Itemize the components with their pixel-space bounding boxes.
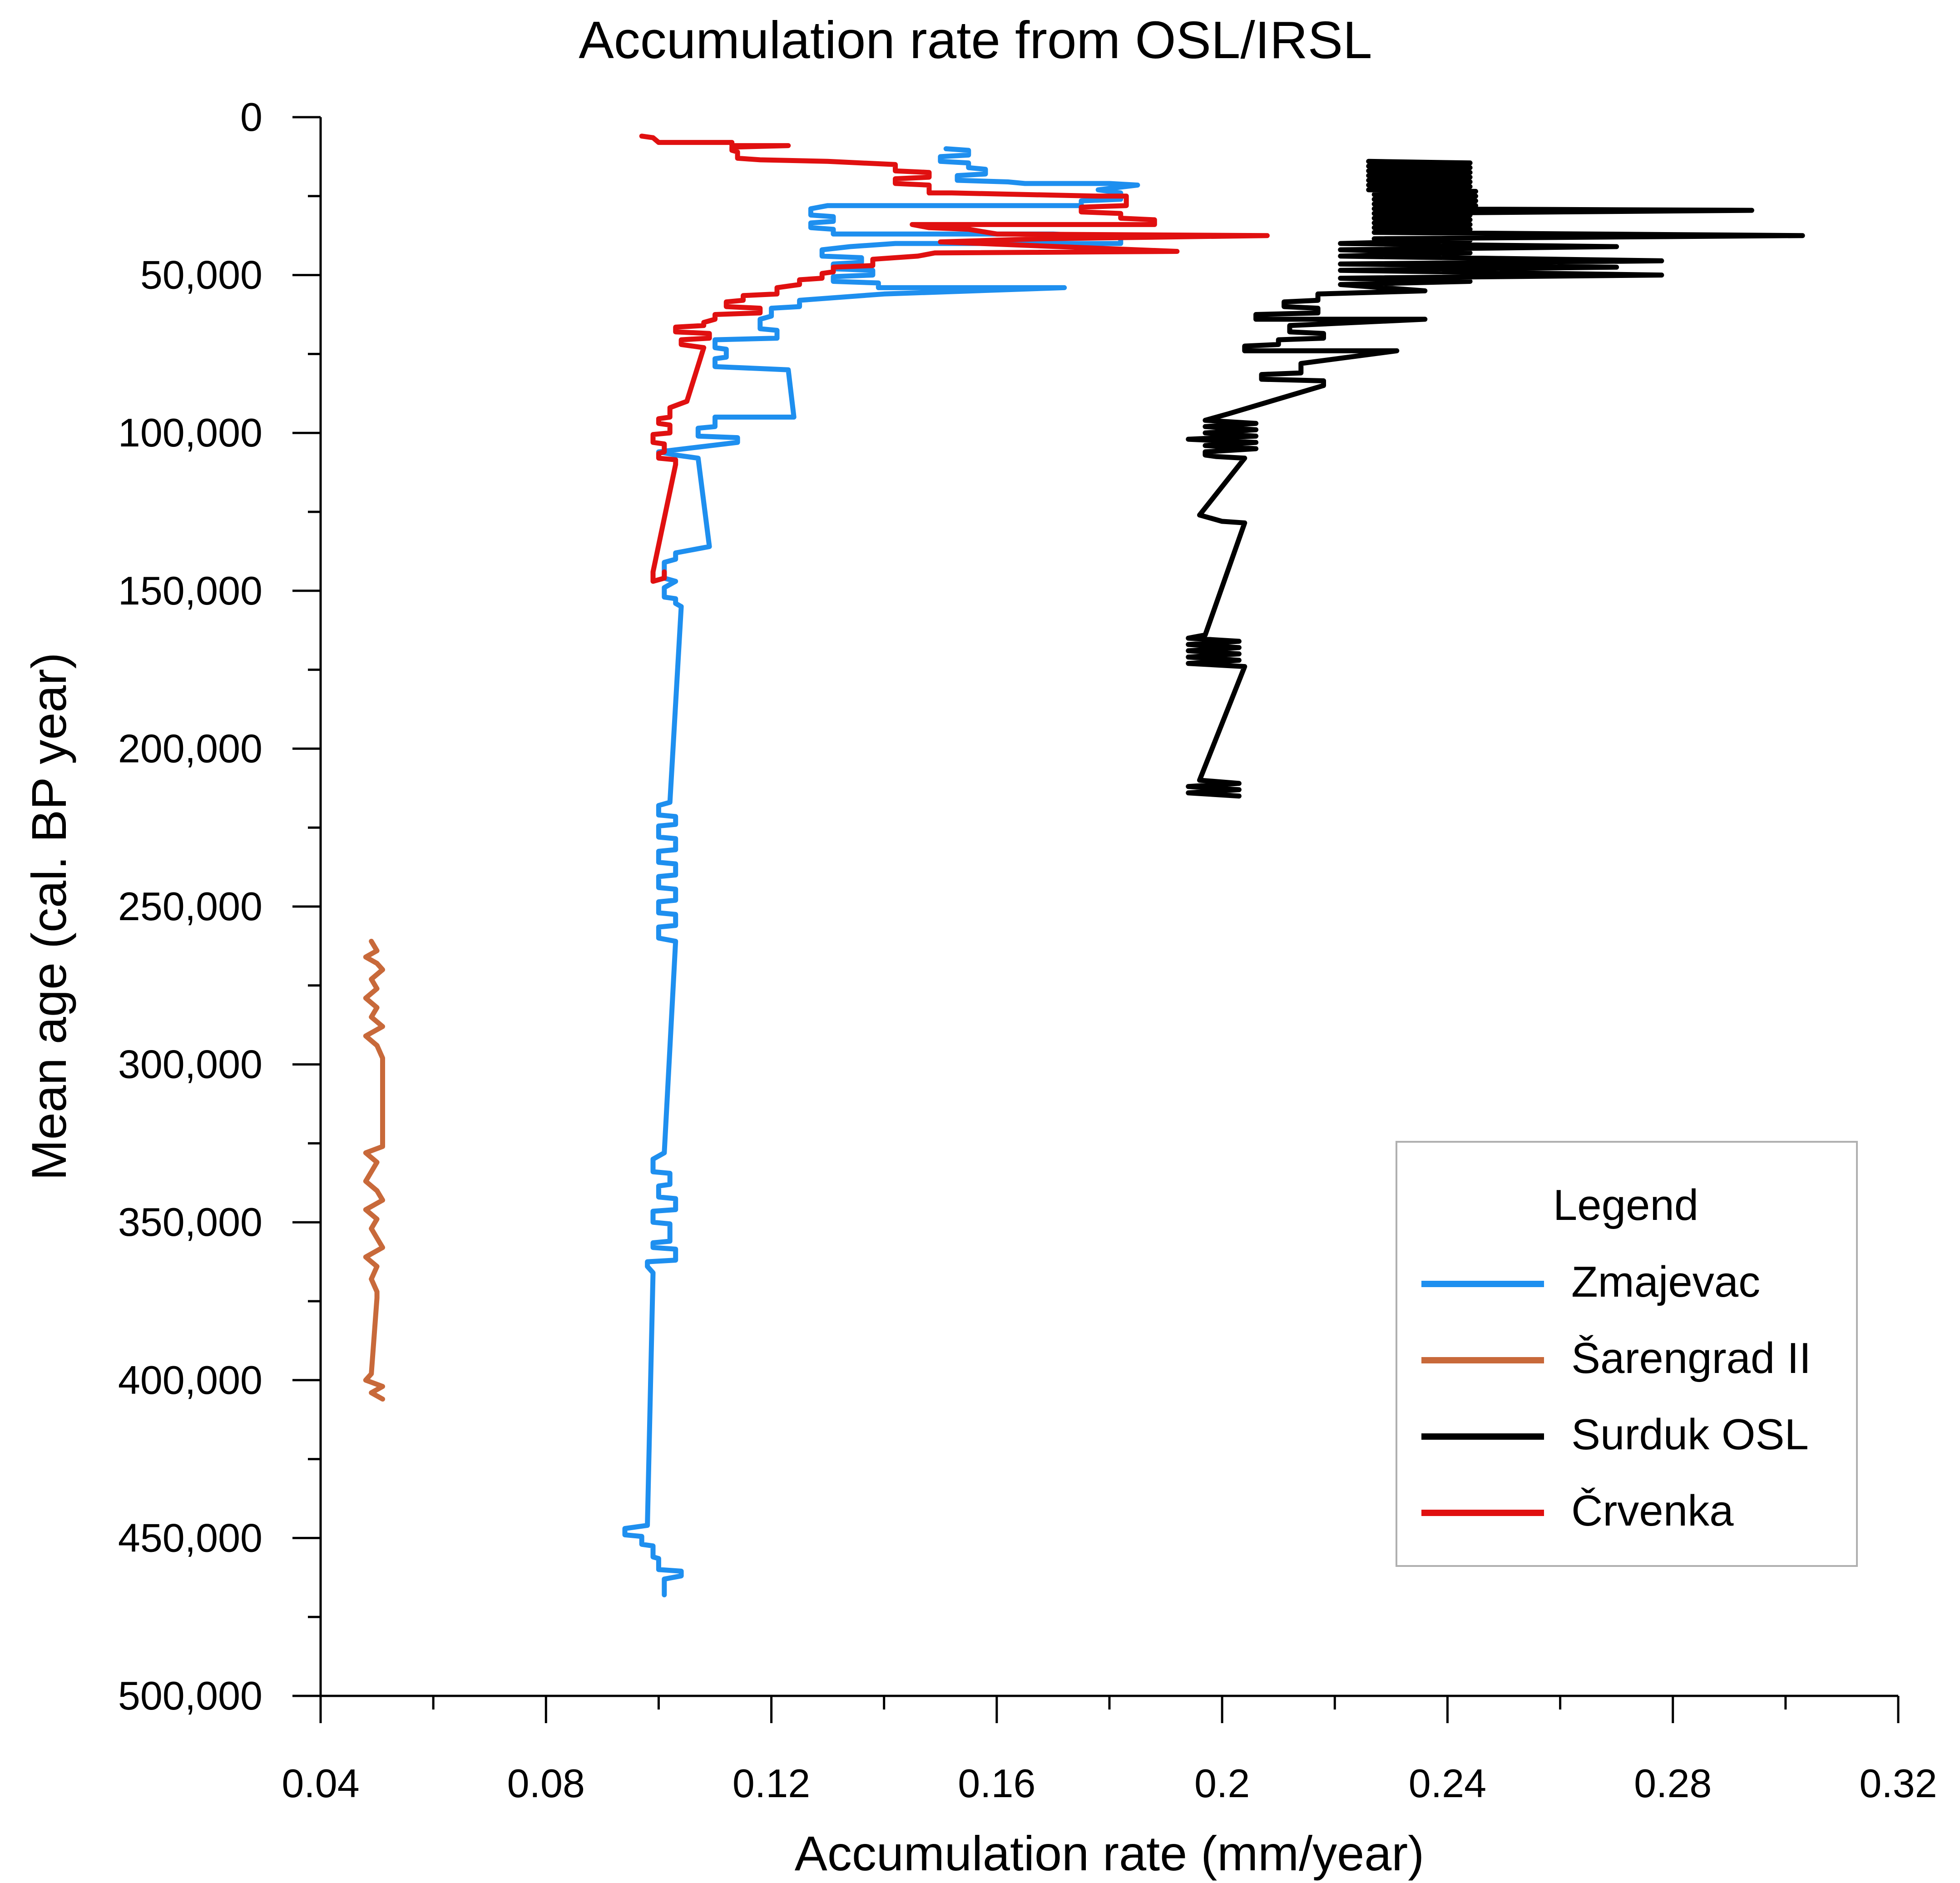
y-tick-label: 250,000 — [118, 884, 262, 929]
series-line-sarengrad-ii — [363, 939, 385, 1402]
legend-title: Legend — [1553, 1181, 1698, 1229]
x-tick-label: 0.28 — [1634, 1761, 1712, 1806]
x-tick-label: 0.12 — [733, 1761, 810, 1806]
x-tick-label: 0.32 — [1859, 1761, 1937, 1806]
y-tick-label: 100,000 — [118, 410, 262, 455]
legend-label-crvenka: Črvenka — [1571, 1487, 1734, 1535]
y-tick-label: 450,000 — [118, 1515, 262, 1560]
y-ticks: 0 50,000 100,000 150,000 200,000 250,000 300,0… — [118, 94, 321, 1718]
series-line-crvenka — [639, 134, 1270, 584]
legend: Legend Zmajevac Šarengrad II Surduk OSL Črv… — [1396, 1141, 1858, 1567]
x-tick-label: 0.2 — [1194, 1761, 1250, 1806]
x-tick-label: 0.08 — [507, 1761, 585, 1806]
legend-entries: Zmajevac Šarengrad II Surduk OSL Črvenka — [1421, 1258, 1811, 1535]
y-tick-label: 500,000 — [118, 1673, 262, 1718]
y-axis-title: Mean age (cal. BP year) — [21, 653, 76, 1181]
x-tick-label: 0.24 — [1409, 1761, 1486, 1806]
x-ticks: 0.04 0.08 0.12 0.16 0.2 0.24 0.28 0.32 — [282, 1696, 1937, 1806]
x-axis-title: Accumulation rate (mm/year) — [795, 1826, 1424, 1881]
y-tick-label: 50,000 — [140, 253, 262, 297]
y-tick-label: 300,000 — [118, 1042, 262, 1087]
legend-label-zmajevac: Zmajevac — [1571, 1258, 1760, 1306]
y-tick-label: 350,000 — [118, 1199, 262, 1244]
y-tick-label: 0 — [240, 94, 262, 139]
x-tick-label: 0.16 — [958, 1761, 1035, 1806]
legend-label-surduk-osl: Surduk OSL — [1571, 1410, 1809, 1459]
x-tick-label: 0.04 — [282, 1761, 359, 1806]
y-tick-label: 150,000 — [118, 568, 262, 613]
legend-label-sarengrad-ii: Šarengrad II — [1571, 1334, 1811, 1383]
y-tick-label: 400,000 — [118, 1358, 262, 1402]
series-group — [363, 134, 1805, 1597]
plot-area: 0 50,000 100,000 150,000 200,000 250,000 300,0… — [118, 94, 1937, 1806]
series-line-surduk-osl — [1186, 159, 1805, 799]
y-tick-label: 200,000 — [118, 726, 262, 771]
legend-box — [1396, 1141, 1858, 1567]
chart-title: Accumulation rate from OSL/IRSL — [579, 10, 1372, 69]
